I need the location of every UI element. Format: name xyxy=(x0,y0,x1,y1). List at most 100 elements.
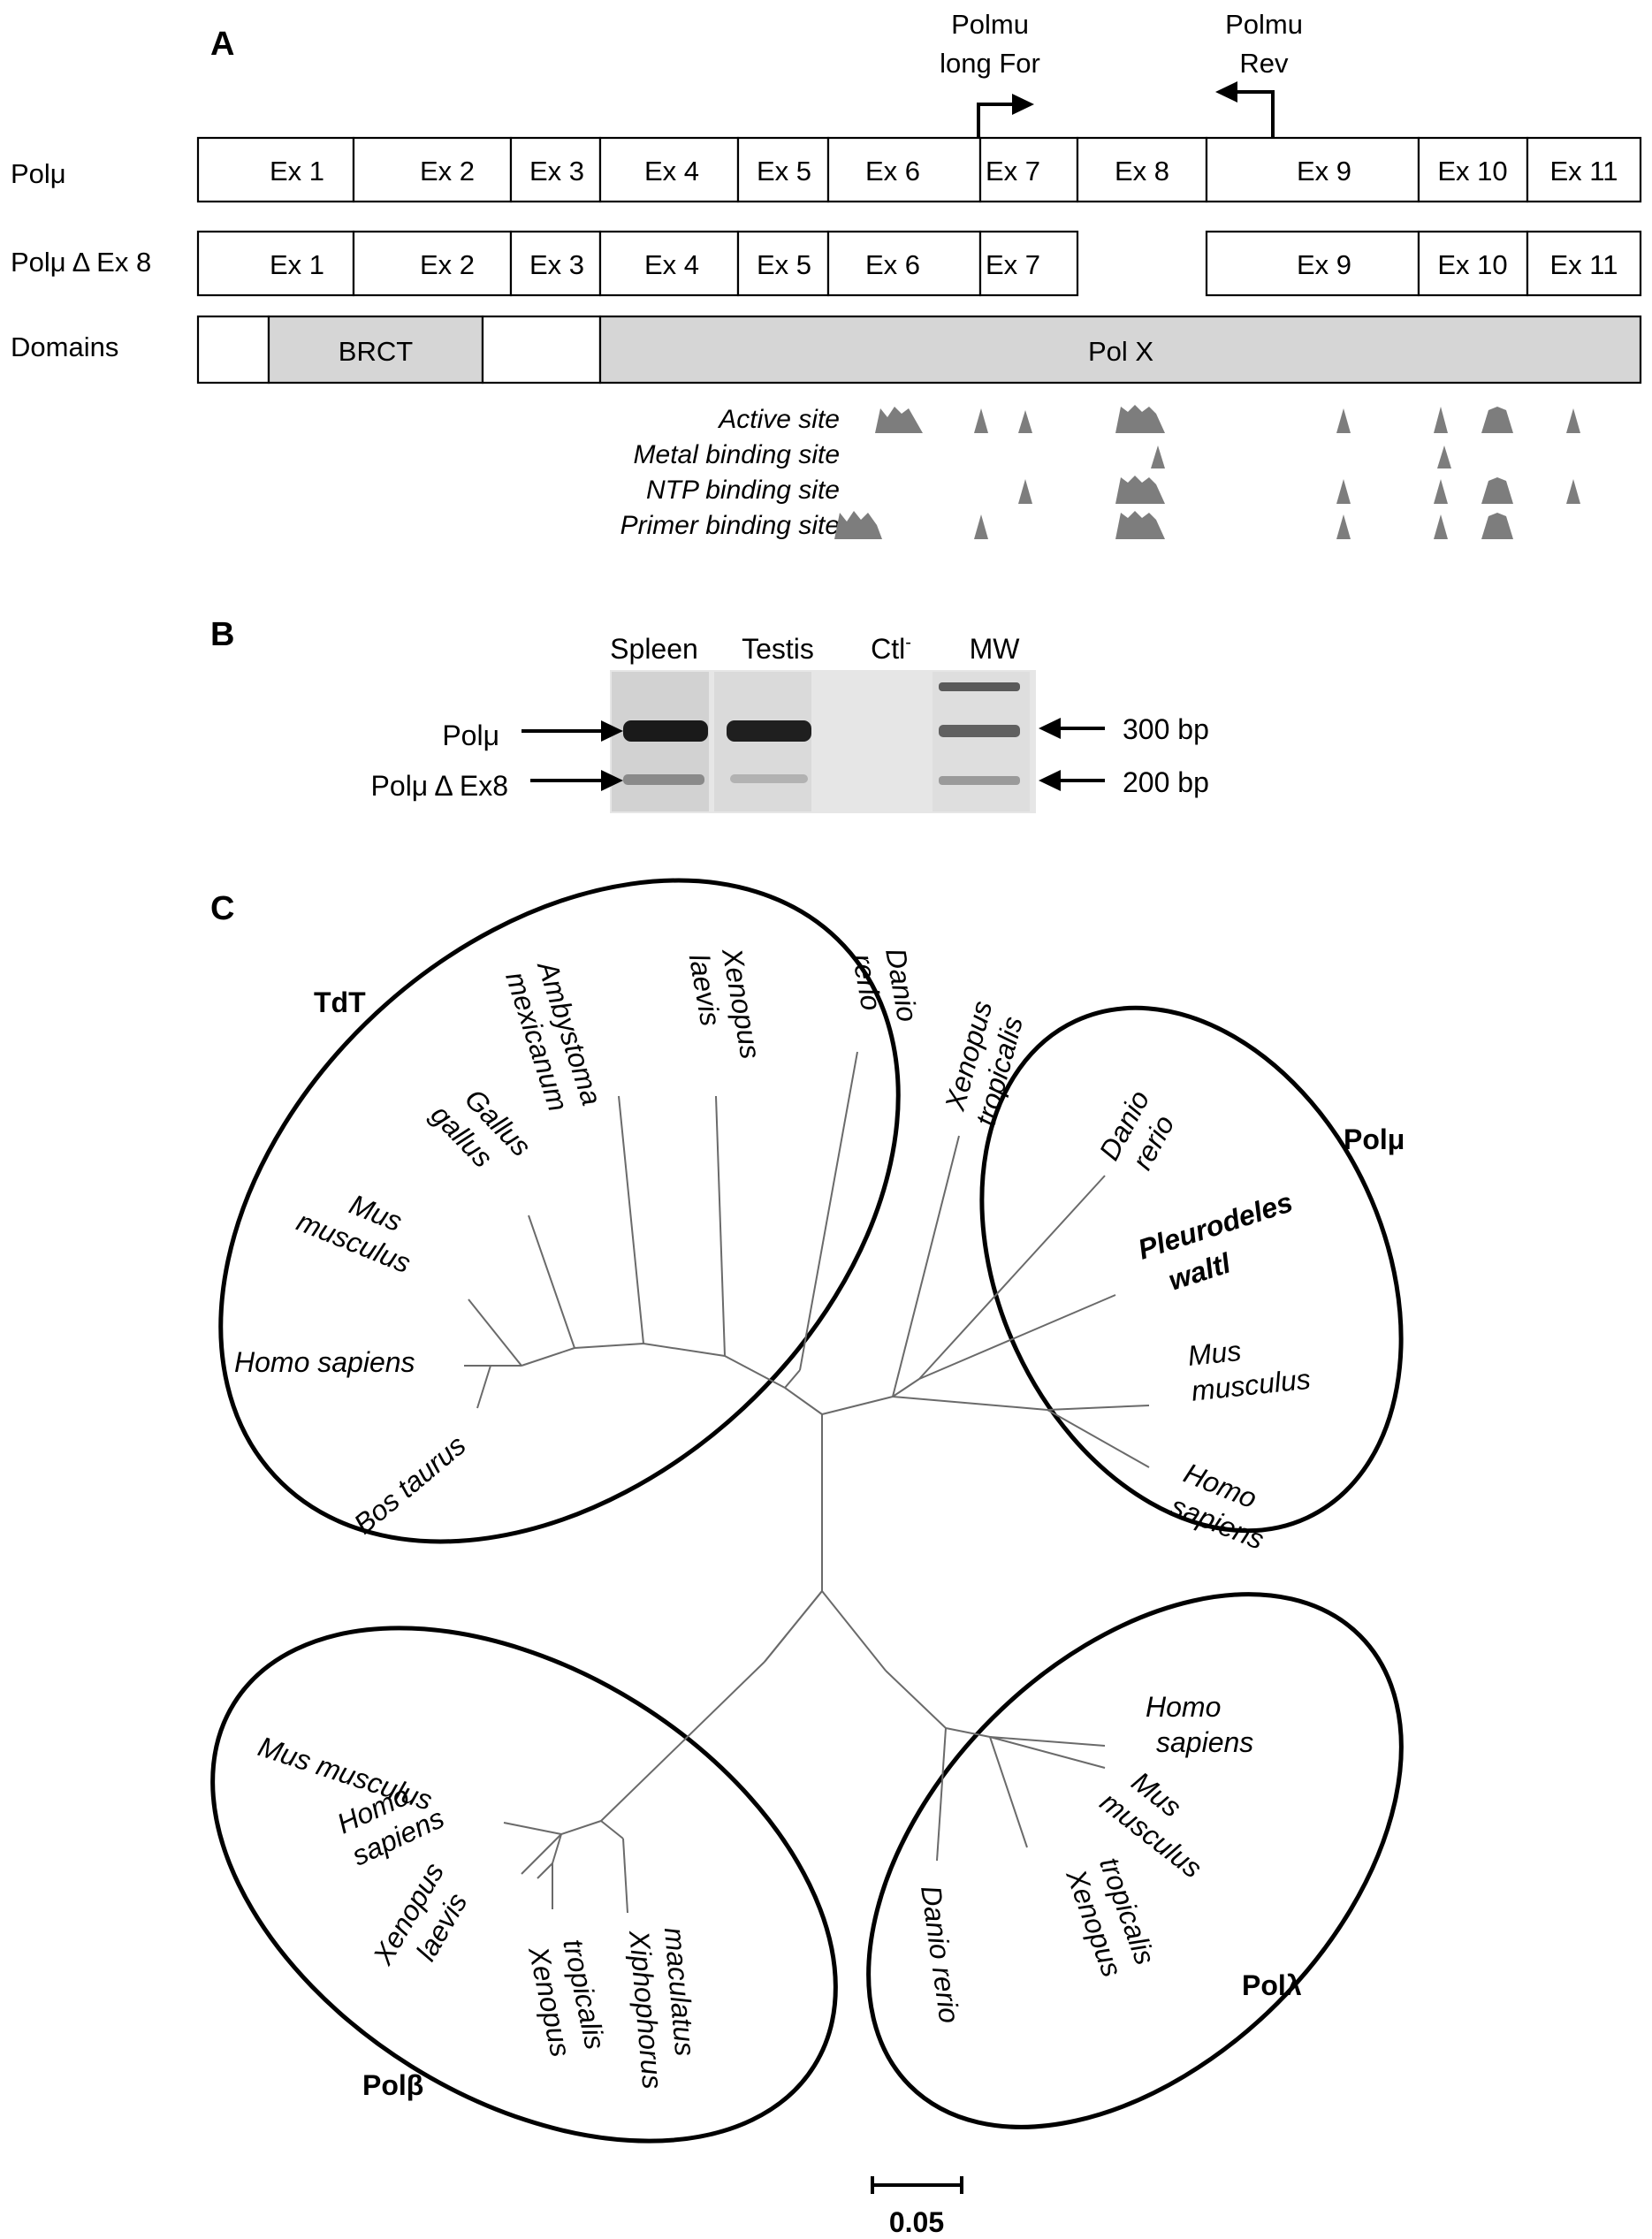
exon-box xyxy=(826,230,982,297)
exon-label: Ex 10 xyxy=(1437,156,1507,187)
exon-box xyxy=(196,136,355,203)
exon-label: Ex 4 xyxy=(644,249,699,280)
site-label-primer: Primer binding site xyxy=(620,511,840,540)
group-label-tdt: TdT xyxy=(314,986,366,1018)
exon-label: Ex 2 xyxy=(420,156,475,187)
exon-label: Ex 3 xyxy=(529,156,584,187)
exon-box xyxy=(978,230,1079,297)
exon-label: Ex 10 xyxy=(1437,249,1507,280)
exon-label: Ex 7 xyxy=(986,156,1040,187)
exon-box xyxy=(736,136,830,203)
lane-label-spleen: Spleen xyxy=(610,633,698,665)
exon-box xyxy=(1417,136,1529,203)
pollambda-group-ellipse xyxy=(866,1592,1404,2129)
exon-box xyxy=(978,136,1079,203)
mw-band xyxy=(939,682,1020,691)
tdt-group-ellipse xyxy=(218,878,901,1544)
polmu-group-ellipse xyxy=(979,1005,1404,1534)
site-label-metal: Metal binding site xyxy=(634,440,840,469)
exon-label: Ex 1 xyxy=(270,249,324,280)
mw-band-200bp xyxy=(939,776,1020,785)
exon-label: Ex 6 xyxy=(865,156,920,187)
active-site-track xyxy=(875,405,1580,433)
group-label-polmu: Polμ xyxy=(1344,1123,1405,1155)
species-tdt-xenopus: Xenopuslaevis xyxy=(683,945,767,1067)
site-label-active: Active site xyxy=(717,405,840,434)
polbeta-group-ellipse xyxy=(210,1626,838,2144)
lane-label-testis: Testis xyxy=(742,633,814,665)
row-label-polmu: Polμ xyxy=(11,158,66,189)
band-label-polmu-delta: Polμ Δ Ex8 xyxy=(371,770,508,802)
exon-box xyxy=(1205,136,1420,203)
exon-box xyxy=(1417,230,1529,297)
species-polmu-danio: Daniorerio xyxy=(1092,1085,1185,1182)
row-label-polmu-delta: Polμ Δ Ex 8 xyxy=(11,247,151,278)
domains-row: BRCT Pol X xyxy=(196,315,1642,385)
domain-label-brct: BRCT xyxy=(339,336,413,367)
exon-box xyxy=(509,230,602,297)
species-pollambda-homo: Homo sapiens xyxy=(1146,1691,1253,1758)
band-arrows-right xyxy=(1039,718,1105,791)
band-testis-delta xyxy=(730,774,808,783)
exon-box xyxy=(826,136,982,203)
species-polbeta-xenopus-laevis: Xenopuslaevis xyxy=(366,1857,480,1988)
species-polmu-homo: Homosapiens xyxy=(1166,1457,1282,1556)
lane-label-ctl: Ctl- xyxy=(871,633,911,665)
species-tdt-mus: Musmusculus xyxy=(293,1172,429,1279)
exon-box xyxy=(509,136,602,203)
primer-for-line2: long For xyxy=(940,48,1040,79)
size-label-300bp: 300 bp xyxy=(1123,713,1209,745)
exon-box xyxy=(352,230,513,297)
exon-label: Ex 5 xyxy=(757,249,811,280)
band-label-polmu: Polμ xyxy=(442,720,499,751)
exon-label: Ex 8 xyxy=(1115,156,1169,187)
domain-brct xyxy=(267,315,484,385)
species-polbeta-xiphophorus: Xiphophorusmaculatus xyxy=(623,1925,704,2090)
species-polmu-pleurodeles: Pleurodeleswaltl xyxy=(1134,1185,1308,1302)
primer-binding-track xyxy=(834,511,1513,539)
band-testis-polmu xyxy=(727,720,811,742)
species-pollambda-xenopus: Xenopustropicalis xyxy=(1060,1852,1161,1981)
panel-a-label: A xyxy=(210,26,234,63)
domain-spacer xyxy=(196,315,270,385)
species-tdt-bos: Bos taurus xyxy=(347,1428,471,1540)
group-label-pollambda: Polλ xyxy=(1242,1969,1302,2001)
exon-box xyxy=(1526,136,1642,203)
species-polbeta-xenopus-tropicalis: Xenopustropicalis xyxy=(522,1936,612,2060)
band-spleen-polmu xyxy=(623,720,708,742)
site-label-ntp: NTP binding site xyxy=(646,476,840,505)
species-pollambda-danio: Danio rerio xyxy=(915,1884,965,2025)
row-label-domains: Domains xyxy=(11,331,118,362)
species-tdt-gallus: Gallusgallus xyxy=(424,1074,537,1187)
lane-label-mw: MW xyxy=(970,633,1021,665)
species-tdt-homo: Homo sapiens xyxy=(234,1346,415,1378)
exon-label: Ex 4 xyxy=(644,156,699,187)
polmu-delta-exon-row: Ex 1 Ex 2 Ex 3 Ex 4 Ex 5 Ex 6 Ex 7 Ex 9 … xyxy=(196,230,1642,297)
primer-rev-line2: Rev xyxy=(1239,48,1289,79)
primer-for-arrow xyxy=(977,94,1034,137)
polmu-exon-row: Ex 1 Ex 2 Ex 3 Ex 4 Ex 5 Ex 6 Ex 7 Ex 8 … xyxy=(196,136,1642,203)
species-polmu-mus: Musmusculus xyxy=(1186,1328,1312,1407)
scale-bar xyxy=(871,2176,963,2194)
band-spleen-delta xyxy=(623,774,704,785)
site-annotations: Active site Metal binding site NTP bindi… xyxy=(620,405,1580,540)
exon-box xyxy=(1526,230,1642,297)
domain-polx xyxy=(598,315,1642,385)
exon-label: Ex 11 xyxy=(1550,249,1618,280)
metal-binding-track xyxy=(1151,446,1451,468)
primer-for-line1: Polmu xyxy=(951,9,1029,40)
exon-label: Ex 11 xyxy=(1550,156,1618,187)
species-tdt-ambystoma: Ambystomamexicanum xyxy=(499,956,608,1119)
panel-b-label: B xyxy=(210,616,234,653)
domain-spacer xyxy=(481,315,602,385)
exon-box xyxy=(1205,230,1420,297)
group-label-polbeta: Polβ xyxy=(362,2069,423,2101)
gel-image xyxy=(610,670,1036,813)
exon-box xyxy=(736,230,830,297)
exon-label: Ex 9 xyxy=(1297,156,1351,187)
exon-label: Ex 9 xyxy=(1297,249,1351,280)
panel-c-label: C xyxy=(210,890,234,927)
exon-box xyxy=(1076,136,1208,203)
exon-label: Ex 7 xyxy=(986,249,1040,280)
